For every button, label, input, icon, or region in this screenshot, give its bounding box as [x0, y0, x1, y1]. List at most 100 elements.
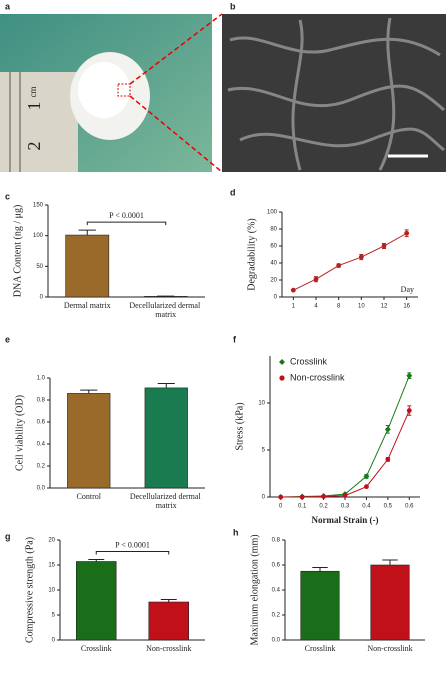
y-tick-label: 0.8 [37, 398, 46, 404]
point [336, 263, 342, 268]
error-bar [80, 389, 98, 394]
point [363, 473, 370, 480]
bar [370, 564, 410, 641]
panel-label: f [233, 334, 237, 344]
significance-bracket [86, 221, 167, 226]
y-tick-label: 60 [270, 244, 277, 250]
x-tick-label: Crosslink [305, 644, 336, 653]
y-tick-label: 0.2 [272, 613, 281, 619]
panel-label: h [233, 527, 239, 537]
y-tick-label: 50 [36, 264, 43, 270]
line [280, 375, 410, 498]
x-tick-label: 0.1 [298, 504, 307, 510]
point [278, 494, 284, 500]
x-tick-label: Crosslink [81, 644, 112, 653]
y-axis-label: Compressive strength (Pa) [24, 537, 35, 643]
photo-b: b [222, 1, 446, 172]
y-tick-label: 20 [48, 538, 55, 544]
y-tick-label: 0 [52, 638, 56, 644]
error-bar [312, 567, 328, 572]
y-tick-label: 10 [48, 588, 55, 594]
zoom-line [129, 13, 223, 85]
y-tick-label: 80 [270, 227, 277, 233]
point [364, 484, 369, 490]
y-tick-label: 0 [262, 495, 266, 501]
y-tick-label: 0.2 [37, 464, 46, 470]
bar [148, 601, 189, 641]
x-tick-label: 12 [381, 304, 388, 310]
y-tick-label: 0.6 [272, 563, 281, 569]
ruler-label: 1 [24, 102, 44, 111]
x-tick-label: 8 [337, 304, 341, 310]
point [321, 494, 326, 499]
annotation: P < 0.0001 [109, 211, 144, 220]
y-tick-label: 0 [274, 295, 278, 301]
point [385, 457, 391, 462]
zoom-line [129, 95, 223, 173]
legend-label: Crosslink [290, 356, 328, 366]
panel-label: d [230, 187, 236, 197]
x-tick-label: 16 [403, 304, 410, 310]
y-tick-label: 10 [258, 401, 265, 407]
line [293, 232, 407, 291]
y-tick-label: 5 [52, 613, 56, 619]
legend-marker [279, 375, 285, 381]
panel-label: c [5, 191, 10, 201]
error-bar [78, 229, 96, 236]
bar [76, 561, 117, 641]
y-axis-label: Maximum elongation (mm) [249, 534, 260, 645]
y-tick-label: 0.4 [272, 588, 281, 594]
point [299, 494, 305, 500]
y-tick-label: 1.0 [37, 376, 46, 382]
error-bar [157, 383, 175, 388]
y-tick-label: 15 [48, 563, 55, 569]
point [404, 230, 410, 236]
ruler-label: cm [28, 87, 38, 98]
y-tick-label: 0 [40, 295, 44, 301]
x-tick-label: 0.2 [319, 504, 328, 510]
y-axis-label: Cell viability (OD) [14, 395, 25, 471]
x-tick-label: Non-crosslink [367, 644, 412, 653]
y-tick-label: 20 [270, 278, 277, 284]
y-tick-label: 0.8 [272, 538, 281, 544]
point [342, 493, 348, 498]
annotation: P < 0.0001 [115, 540, 150, 549]
x-tick-label: Control [77, 492, 102, 501]
point [381, 243, 387, 249]
panel-label: a [5, 1, 11, 11]
x-axis-label: Normal Strain (-) [312, 515, 379, 525]
ruler-label: 2 [24, 142, 44, 151]
x-tick-label: 0.6 [405, 504, 414, 510]
point [406, 372, 413, 379]
y-tick-label: 0.4 [37, 442, 46, 448]
panel-label: b [230, 1, 236, 11]
y-tick-label: 0.0 [37, 486, 46, 492]
x-tick-label: 4 [314, 304, 318, 310]
panel-label: e [5, 334, 10, 344]
x-tick-label: 0 [279, 504, 283, 510]
point [358, 254, 364, 260]
y-tick-label: 40 [270, 261, 277, 267]
error-bar [382, 559, 398, 565]
x-tick-label: 0.5 [384, 504, 393, 510]
x-tick-label: 0.4 [362, 504, 371, 510]
x-tick-label: Non-crosslink [146, 644, 191, 653]
significance-bracket [95, 551, 170, 555]
x-tick-label: Decellularized dermal matrix [130, 492, 203, 510]
bar [65, 234, 110, 298]
x-tick-label: 10 [358, 304, 365, 310]
y-axis-label: Degradability (%) [246, 218, 257, 290]
x-tick-label: 1 [292, 304, 296, 310]
point [406, 408, 412, 413]
panel-label: g [5, 531, 11, 541]
bar [67, 393, 111, 489]
x-tick-label: 0.3 [341, 504, 350, 510]
bar [300, 570, 340, 641]
error-bar [88, 559, 105, 562]
y-tick-label: 100 [33, 233, 44, 239]
point [384, 426, 391, 433]
y-tick-label: 5 [262, 448, 266, 454]
y-tick-label: 150 [33, 203, 44, 209]
y-axis-label: DNA Content (ng / μg) [12, 205, 23, 298]
y-tick-label: 100 [267, 210, 278, 216]
